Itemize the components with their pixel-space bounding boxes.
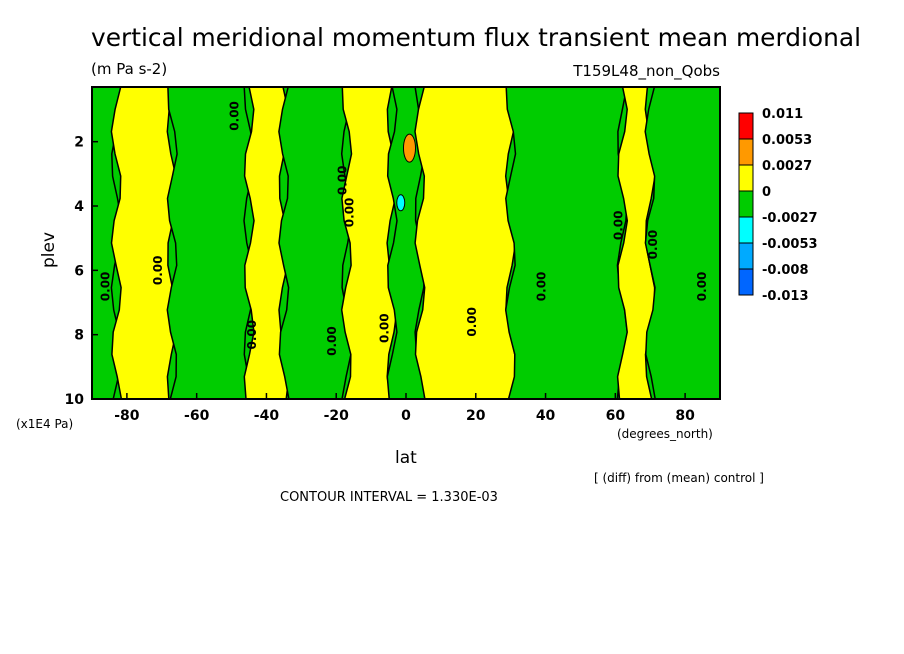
- colorbar-label-3: 0: [762, 185, 771, 200]
- run-label: T159L48_non_Qobs: [572, 62, 720, 81]
- x-tick-label-0: -80: [114, 408, 140, 424]
- colorbar-swatch-4: [738, 216, 754, 244]
- colorbar-label-5: -0.0053: [762, 237, 818, 252]
- y-tick-label-3: 8: [74, 328, 84, 344]
- contour-label-8: 0.00: [646, 230, 660, 260]
- colorbar-swatch-3: [738, 190, 754, 218]
- contour-label-0: 0.00: [98, 272, 112, 302]
- contour-label-11: 0.00: [336, 165, 350, 195]
- y-tick-label-0: 2: [74, 135, 84, 151]
- contour-label-2: 0.00: [245, 320, 259, 350]
- colorbar-swatch-6: [738, 268, 754, 296]
- positive-core: [402, 133, 416, 163]
- y-tick-label-2: 6: [74, 263, 84, 279]
- contour-label-10: 0.00: [228, 101, 242, 131]
- contour-band-2: [166, 86, 255, 400]
- colorbar-swatch-0: [738, 112, 754, 140]
- contour-band-8: [504, 86, 629, 400]
- x-tick-label-3: -20: [324, 408, 350, 424]
- colorbar-label-0: 0.011: [762, 107, 803, 122]
- colorbar-label-1: 0.0053: [762, 133, 812, 148]
- contour-label-1: 0.00: [151, 255, 165, 285]
- contour-label-12: 0.00: [343, 198, 357, 228]
- contour-band-7: [414, 86, 517, 400]
- y-tick-label-1: 4: [74, 199, 84, 215]
- diff-note: [ (diff) from (mean) control ]: [594, 471, 764, 485]
- contour-interval-text: CONTOUR INTERVAL = 1.330E-03: [280, 490, 498, 505]
- colorbar-label-7: -0.013: [762, 289, 809, 304]
- plot-area: 0.00 0.00 0.00 0.00 0.00 0.00 0.00 0.00 0.00 0.00…: [91, 86, 721, 400]
- x-tick-label-1: -60: [184, 408, 210, 424]
- y-axis-label: plev: [39, 232, 59, 268]
- colorbar-swatch-1: [738, 138, 754, 166]
- contour-band-4: [278, 86, 353, 400]
- colorbar-label-2: 0.0027: [762, 159, 812, 174]
- contour-label-9: 0.00: [695, 272, 709, 302]
- x-tick-label-5: 20: [466, 408, 486, 424]
- negative-core: [396, 194, 406, 212]
- x-tick-label-4: 0: [401, 408, 411, 424]
- colorbar-swatch-5: [738, 242, 754, 270]
- colorbar: 0.011 0.0053 0.0027 0 -0.0027 -0.0053 -0.008 -0…: [738, 107, 818, 304]
- chart-title: vertical meridional momentum flux transi…: [91, 23, 861, 52]
- x-axis-label: lat: [395, 448, 417, 468]
- x-tick-label-8: 80: [675, 408, 695, 424]
- colorbar-label-6: -0.008: [762, 263, 809, 278]
- x-tick-label-6: 40: [536, 408, 556, 424]
- contour-label-5: 0.00: [465, 307, 479, 337]
- y-tick-label-4: 10: [65, 392, 85, 408]
- contour-label-7: 0.00: [611, 210, 625, 240]
- colorbar-swatch-2: [738, 164, 754, 192]
- contour-label-4: 0.00: [378, 313, 392, 343]
- colorbar-label-4: -0.0027: [762, 211, 818, 226]
- y-units-label: (x1E4 Pa): [16, 417, 73, 431]
- units-label: (m Pa s-2): [91, 60, 167, 78]
- contour-label-6: 0.00: [535, 272, 549, 302]
- x-tick-label-7: 60: [606, 408, 626, 424]
- x-units-label: (degrees_north): [617, 427, 713, 441]
- contour-label-3: 0.00: [325, 326, 339, 356]
- x-tick-label-2: -40: [254, 408, 280, 424]
- contour-band-1: [110, 86, 178, 400]
